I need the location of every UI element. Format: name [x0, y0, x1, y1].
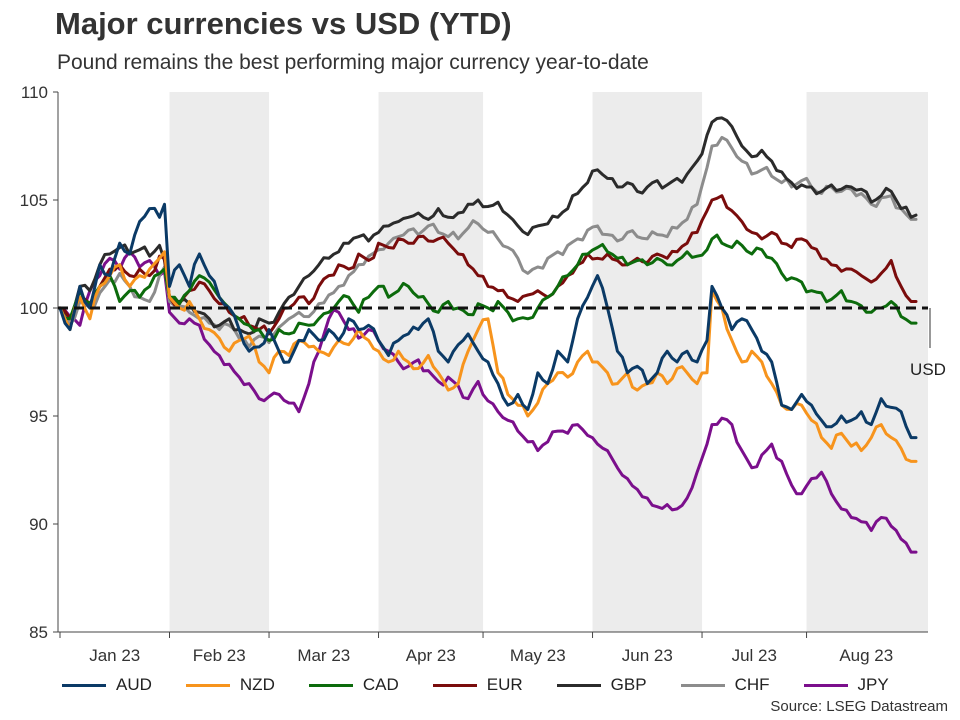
series-line-gbp — [58, 116, 918, 336]
legend-item-chf: CHF — [680, 675, 770, 695]
x-tick-label: Jul 23 — [732, 646, 777, 665]
legend-label: AUD — [116, 675, 152, 694]
legend: AUD NZD CAD EUR GBP CHF JPY — [62, 674, 923, 696]
legend-swatch — [308, 683, 353, 687]
x-tick-label: Apr 23 — [406, 646, 456, 665]
y-axis: 85 90 95 100 105 110 — [20, 83, 59, 642]
legend-swatch — [680, 683, 725, 687]
usd-reference-label: USD — [910, 360, 946, 379]
y-tick-label: 110 — [21, 83, 48, 102]
source-note: Source: LSEG Datastream — [770, 698, 948, 715]
x-tick-label: Aug 23 — [839, 646, 893, 665]
series-line-cad — [58, 233, 918, 342]
legend-label: CAD — [362, 675, 399, 694]
legend-label: NZD — [239, 675, 275, 694]
month-band — [169, 92, 270, 632]
x-axis: Jan 23 Feb 23 Mar 23 Apr 23 May 23 Jun 23 Jul … — [58, 631, 928, 665]
chart-subtitle: Pound remains the best performing major … — [57, 51, 649, 74]
month-band — [592, 92, 703, 632]
y-tick-label: 100 — [20, 299, 48, 318]
series-line-chf — [58, 135, 918, 349]
legend-item-jpy: JPY — [803, 675, 889, 695]
legend-swatch — [803, 683, 848, 687]
y-tick-label: 90 — [29, 515, 48, 534]
series-line-nzd — [58, 250, 918, 463]
legend-swatch — [185, 683, 230, 687]
legend-label: CHF — [734, 675, 770, 694]
x-tick-label: Jun 23 — [622, 646, 673, 665]
legend-item-eur: EUR — [432, 675, 523, 695]
series-line-jpy — [58, 250, 918, 554]
series-line-aud — [58, 202, 918, 440]
legend-label: GBP — [610, 675, 647, 694]
month-band — [806, 92, 928, 632]
legend-item-gbp: GBP — [556, 675, 647, 695]
y-tick-label: 85 — [29, 623, 48, 642]
legend-label: EUR — [486, 675, 523, 694]
legend-item-nzd: NZD — [185, 675, 275, 695]
series-lines — [58, 116, 918, 554]
legend-swatch — [556, 683, 601, 687]
legend-swatch — [432, 683, 477, 687]
series-line-eur — [58, 194, 918, 336]
legend-item-cad: CAD — [308, 675, 399, 695]
y-tick-label: 105 — [20, 191, 48, 210]
x-tick-label: May 23 — [510, 646, 566, 665]
x-tick-label: Jan 23 — [89, 646, 140, 665]
x-tick-label: Feb 23 — [193, 646, 246, 665]
legend-item-aud: AUD — [62, 675, 152, 695]
legend-swatch — [62, 683, 106, 687]
legend-label: JPY — [857, 675, 889, 694]
x-tick-label: Mar 23 — [297, 646, 350, 665]
chart-title: Major currencies vs USD (YTD) — [55, 6, 512, 41]
y-tick-label: 95 — [29, 407, 48, 426]
